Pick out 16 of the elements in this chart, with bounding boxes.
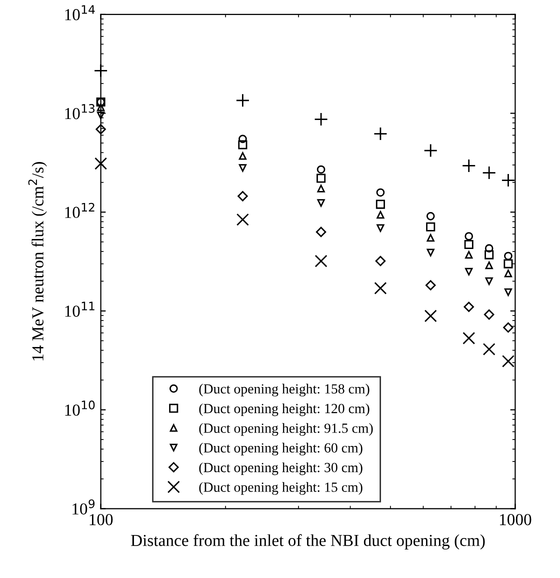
- x-tick-label: 1000: [500, 514, 532, 526]
- y-tick-label: 10$^{13}$: [65, 104, 95, 120]
- legend-label: (Duct opening height: 91.5 cm): [199, 423, 373, 436]
- legend-label: (Duct opening height: 120 cm): [199, 403, 370, 416]
- y-tick-label: 10$^{9}$: [72, 499, 95, 515]
- y-tick-label: 10$^{10}$: [65, 400, 95, 416]
- y-tick-label: 10$^{14}$: [65, 5, 95, 20]
- y-axis-title: 14 MeV neutron flux (/cm$^{2}$/s): [28, 162, 47, 360]
- legend-label: (Duct opening height: 15 cm): [199, 482, 362, 495]
- legend-label: (Duct opening height: 158 cm): [199, 384, 370, 396]
- legend-label: (Duct opening height: 60 cm): [199, 442, 362, 456]
- legend-label: (Duct opening height: 30 cm): [199, 462, 362, 476]
- x-tick-label: 100: [90, 514, 113, 526]
- x-axis-title: Distance from the inlet of the NBI duct opening (cm): [130, 534, 485, 550]
- y-tick-label: 10$^{12}$: [65, 202, 94, 218]
- y-tick-label: 10$^{11}$: [65, 302, 94, 317]
